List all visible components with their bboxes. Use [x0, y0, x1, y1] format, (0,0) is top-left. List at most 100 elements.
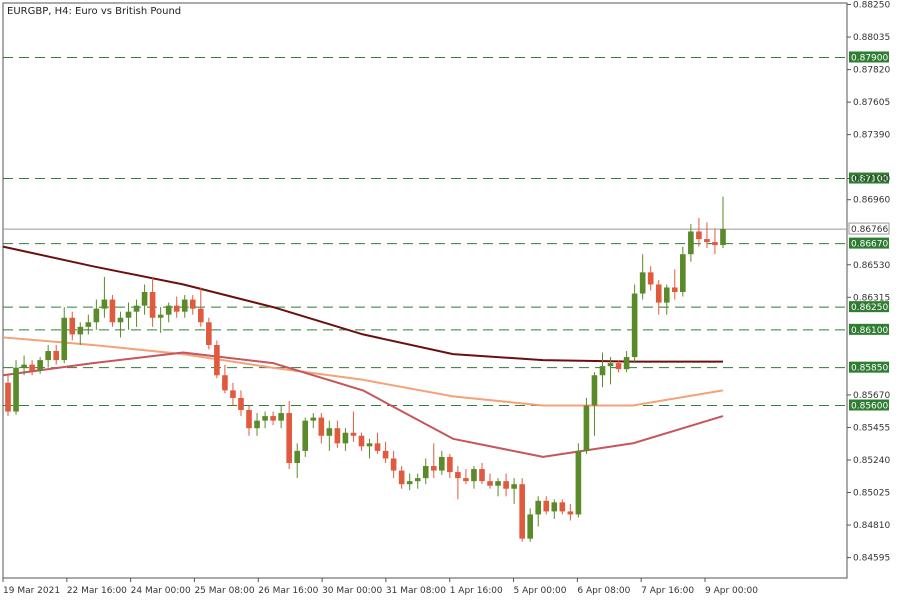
- candle-body: [85, 322, 92, 327]
- level-label-box: [849, 237, 889, 249]
- level-label: 0.85600: [851, 402, 888, 412]
- candle-body: [53, 351, 60, 361]
- candle-body: [527, 514, 534, 539]
- candle-body: [455, 472, 461, 479]
- y-tick-label: 0.87100: [853, 175, 890, 185]
- x-tick-label: 19 Mar 2021: [3, 586, 60, 596]
- candle-body: [535, 500, 542, 515]
- candle-body: [29, 364, 35, 371]
- y-tick-label: 0.86315: [853, 293, 890, 303]
- candle-body: [623, 357, 630, 370]
- y-tick-label: 0.88035: [853, 33, 890, 43]
- candle-body: [109, 299, 116, 323]
- candle-body: [495, 481, 501, 486]
- candle-body: [655, 284, 662, 303]
- candle-body: [206, 322, 212, 345]
- candle-body: [77, 326, 84, 335]
- level-label-box: [849, 399, 889, 411]
- candle-body: [189, 299, 196, 309]
- candle-body: [366, 443, 373, 447]
- x-tick-label: 6 Apr 08:00: [577, 586, 630, 596]
- level-label: 0.87100: [851, 175, 888, 185]
- candle-body: [551, 502, 558, 512]
- candle-body: [406, 481, 413, 485]
- y-tick-label: 0.86530: [853, 261, 890, 271]
- candle-body: [101, 299, 108, 309]
- candle-body: [559, 502, 566, 512]
- x-tick-label: 26 Mar 16:00: [258, 586, 318, 596]
- candle-body: [117, 317, 124, 323]
- y-tick-label: 0.88250: [853, 1, 890, 11]
- candle-body: [141, 292, 148, 306]
- candle-body: [262, 416, 268, 421]
- candle-body: [157, 314, 164, 318]
- time-axis: 19 Mar 2021 22 Mar 16:00 24 Mar 00:00 25 Ma…: [2, 578, 758, 596]
- candle-body: [358, 435, 365, 447]
- candle-body: [414, 478, 421, 482]
- candle-body: [430, 466, 437, 471]
- candle-body: [511, 484, 517, 489]
- level-label-box: [849, 323, 889, 335]
- candle-body: [519, 484, 525, 539]
- candle-body: [149, 292, 156, 318]
- candle-body: [326, 428, 333, 436]
- y-tick-label: 0.87820: [853, 66, 890, 76]
- x-tick-label: 9 Apr 00:00: [705, 586, 758, 596]
- candle-body: [181, 299, 188, 312]
- candle-body: [503, 481, 509, 489]
- candle-body: [173, 305, 180, 312]
- candle-body: [165, 305, 172, 315]
- x-tick-label: 25 Mar 08:00: [194, 586, 254, 596]
- candle-body: [639, 272, 646, 294]
- candle-body: [599, 366, 606, 376]
- y-tick-label: 0.85455: [853, 423, 890, 433]
- candle-body: [37, 360, 43, 371]
- candle-body: [583, 405, 590, 451]
- y-tick-label: 0.86960: [853, 196, 890, 206]
- candle-body: [93, 308, 100, 323]
- candle-body: [422, 466, 429, 479]
- y-tick-label: 0.85025: [853, 489, 890, 499]
- level-label: 0.85850: [851, 364, 888, 374]
- candle-body: [447, 456, 453, 473]
- candle-body: [318, 417, 325, 436]
- candle-body: [45, 351, 51, 361]
- candle-body: [230, 390, 236, 398]
- candle-body: [270, 416, 276, 421]
- x-tick-label: 30 Mar 00:00: [322, 586, 382, 596]
- level-label-box: [849, 361, 889, 373]
- current-price-box: [848, 222, 890, 235]
- candle-body: [350, 432, 357, 436]
- candle-body: [671, 287, 678, 293]
- y-tick-label: 0.85240: [853, 456, 890, 466]
- candle-body: [214, 344, 220, 376]
- ma-mid-line: [2, 336, 724, 407]
- candle-body: [615, 363, 622, 370]
- candle-body: [591, 375, 598, 406]
- candle-body: [294, 450, 301, 463]
- candle-body: [246, 410, 252, 429]
- ma-slow-line: [2, 245, 723, 363]
- y-tick-label: 0.87605: [853, 98, 890, 108]
- candle-body: [302, 420, 309, 451]
- candle-body: [720, 229, 726, 246]
- candle-body: [543, 500, 550, 512]
- candle-body: [463, 478, 469, 482]
- candle-body: [663, 287, 670, 303]
- candle-body: [479, 469, 485, 482]
- candle-body: [390, 458, 397, 471]
- candle-body: [487, 481, 493, 486]
- y-tick-label: 0.84595: [853, 554, 890, 564]
- ma-fast-line: [2, 351, 724, 458]
- candle-body: [5, 382, 11, 412]
- current-price-label: 0.86766: [851, 225, 888, 235]
- y-tick-label: 0.85670: [853, 391, 890, 401]
- candle-body: [439, 456, 445, 471]
- candle-body: [398, 470, 405, 485]
- level-label-box: [849, 301, 889, 313]
- candle-body: [382, 450, 389, 459]
- price-axis: 0.88250 0.88035 0.87820 0.87605 0.87390 0.871…: [847, 1, 890, 564]
- candle-body: [471, 469, 477, 482]
- candle-body: [631, 293, 638, 358]
